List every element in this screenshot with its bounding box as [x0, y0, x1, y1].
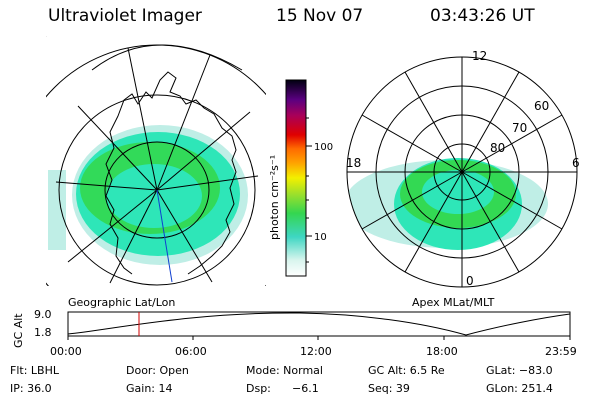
polar-grid	[346, 56, 578, 288]
mlat-label-70: 70	[512, 121, 527, 135]
mlt-label-0: 0	[466, 274, 474, 288]
noon-meridian	[156, 189, 173, 283]
polar-plot: 12 18 6 0 60 70 80	[346, 49, 580, 288]
altitude-xtick-4: 23:59	[545, 345, 577, 358]
geo-panel-label: Geographic Lat/Lon	[68, 296, 176, 309]
altitude-curve	[67, 312, 571, 336]
time-label: 03:43:26 UT	[430, 6, 535, 26]
altitude-xtick-0: 00:00	[50, 345, 82, 358]
ip-info: IP: 36.0	[10, 382, 52, 395]
polar-panel-label: Apex MLat/MLT	[412, 296, 495, 309]
glon-info: GLon: 251.4	[486, 382, 553, 395]
dsp-value: −6.1	[292, 382, 319, 395]
altitude-plot-frame	[67, 311, 571, 337]
date-label: 15 Nov 07	[276, 6, 364, 26]
colorbar-ticks	[306, 117, 312, 263]
door-info: Door: Open	[126, 364, 189, 377]
dsp-label: Dsp:	[246, 382, 271, 395]
instrument-title: Ultraviolet Imager	[48, 6, 202, 26]
mode-info: Mode: Normal	[246, 364, 323, 377]
filter-info: Flt: LBHL	[10, 364, 59, 377]
aurora-edge-left	[48, 170, 66, 250]
gain-info: Gain: 14	[126, 382, 173, 395]
polar-aurora-inner	[422, 170, 494, 214]
mlt-label-12: 12	[472, 49, 487, 63]
altitude-plot	[67, 311, 571, 340]
mlat-label-60: 60	[534, 99, 549, 113]
colorbar	[285, 79, 307, 277]
gc-alt-info: GC Alt: 6.5 Re	[368, 364, 445, 377]
geographic-map	[46, 36, 266, 286]
altitude-xtick-3: 18:00	[426, 345, 458, 358]
altitude-ytick-high: 9.0	[34, 308, 52, 321]
colorbar-unit-label: photon cm⁻²s⁻¹	[268, 155, 281, 240]
altitude-xtick-2: 12:00	[300, 345, 332, 358]
map-horizon	[91, 44, 243, 71]
coastline	[105, 71, 237, 275]
mlt-label-18: 18	[346, 156, 361, 170]
mlat-label-80: 80	[490, 141, 505, 155]
altitude-ytick-low: 1.8	[34, 326, 52, 339]
seq-info: Seq: 39	[368, 382, 410, 395]
altitude-ylabel: GC Alt	[12, 313, 25, 348]
glat-info: GLat: −83.0	[486, 364, 553, 377]
altitude-xticks	[67, 336, 571, 340]
colorbar-tick-100: 100	[314, 142, 333, 153]
colorbar-tick-10: 10	[314, 232, 327, 243]
lon-lines	[55, 47, 259, 284]
mlt-label-6: 6	[572, 156, 580, 170]
altitude-xtick-1: 06:00	[175, 345, 207, 358]
